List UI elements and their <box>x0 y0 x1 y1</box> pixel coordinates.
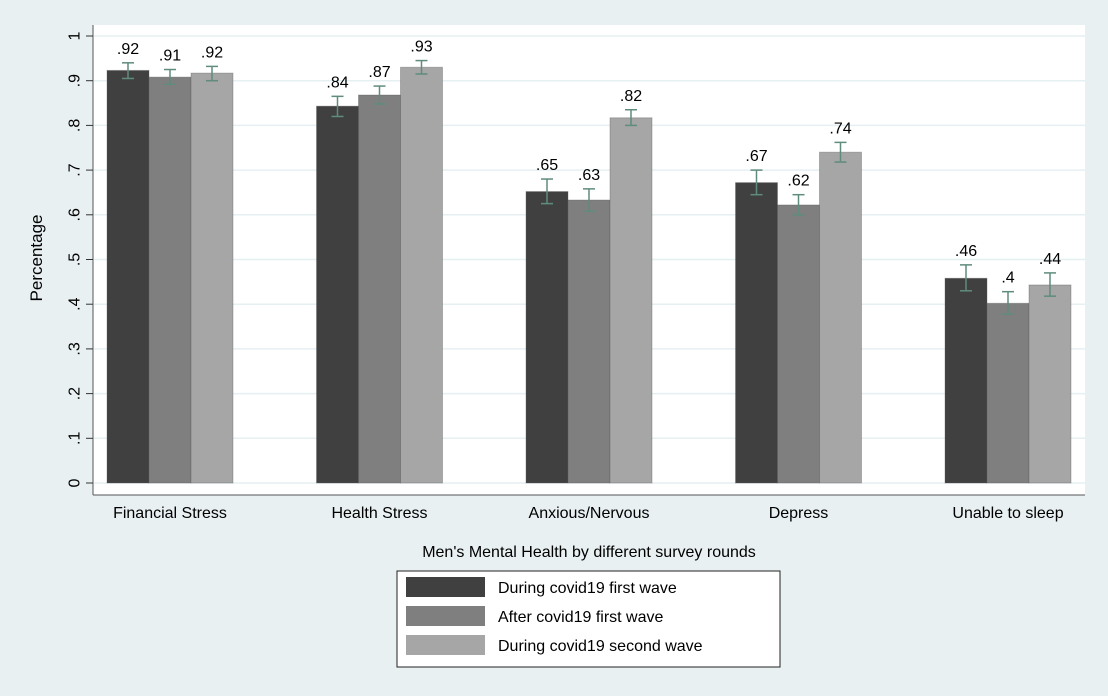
bar <box>819 151 862 484</box>
y-tick-label: .3 <box>67 342 84 355</box>
y-tick-label: .6 <box>67 208 84 221</box>
value-label: .74 <box>829 120 851 137</box>
bar <box>986 302 1030 484</box>
bar <box>609 117 653 484</box>
bar <box>106 69 150 484</box>
value-label: .92 <box>117 41 139 58</box>
value-label: .82 <box>620 88 642 105</box>
bar <box>567 199 611 484</box>
bar <box>190 72 234 484</box>
y-ticks: 0 .1 .2 .3 .4 .5 .6 .7 .8 .9 1 <box>67 31 93 487</box>
bar <box>1028 284 1072 484</box>
y-tick-label: .4 <box>67 297 84 310</box>
legend-swatch <box>406 606 485 626</box>
y-tick-label: .8 <box>67 119 84 132</box>
value-label: .4 <box>1001 270 1014 287</box>
y-tick-label: .2 <box>67 387 84 400</box>
x-tick-label: Financial Stress <box>113 505 227 522</box>
x-tick-label: Depress <box>769 505 829 522</box>
value-label: .46 <box>955 243 977 260</box>
value-label: .63 <box>578 167 600 184</box>
value-label: .84 <box>326 74 348 91</box>
x-tick-label: Anxious/Nervous <box>529 505 650 522</box>
value-label: .62 <box>787 173 809 190</box>
x-axis-title: Men's Mental Health by different survey … <box>422 544 756 561</box>
bar <box>316 105 359 484</box>
y-tick-label: 1 <box>67 31 84 40</box>
x-tick-label: Health Stress <box>331 505 427 522</box>
value-label: .87 <box>368 64 390 81</box>
x-tick-label: Unable to sleep <box>952 505 1063 522</box>
error-bars <box>122 59 1056 315</box>
y-tick-label: .9 <box>67 74 84 87</box>
value-label: .44 <box>1039 251 1061 268</box>
bars <box>106 66 1072 484</box>
y-tick-label: .5 <box>67 253 84 266</box>
bar <box>400 66 443 484</box>
x-tick-labels: Financial Stress Health Stress Anxious/Ner… <box>113 505 1064 522</box>
legend-label: After covid19 first wave <box>498 609 664 626</box>
bar <box>777 204 820 484</box>
value-label: .92 <box>201 44 223 61</box>
y-tick-label: .1 <box>67 432 84 445</box>
legend-swatch <box>406 577 485 597</box>
bar <box>148 76 192 484</box>
value-label: .91 <box>159 48 181 65</box>
y-axis-title: Percentage <box>27 215 46 302</box>
legend-swatch <box>406 635 485 655</box>
value-labels: .92 .91 .92 .84 .87 .93 .65 .63 .82 .67 .62 .74 .46.… <box>117 39 1061 287</box>
bar <box>358 94 401 484</box>
value-label: .67 <box>745 148 767 165</box>
value-label: .65 <box>536 157 558 174</box>
value-label: .93 <box>410 39 432 56</box>
bar <box>525 191 569 484</box>
bar <box>944 277 988 484</box>
y-tick-label: .7 <box>67 163 84 176</box>
legend: During covid19 first wave After covid19 f… <box>396 570 781 668</box>
legend-label: During covid19 first wave <box>498 580 677 597</box>
y-tick-label: 0 <box>67 478 84 487</box>
bar <box>735 182 778 484</box>
legend-label: During covid19 second wave <box>498 638 703 655</box>
